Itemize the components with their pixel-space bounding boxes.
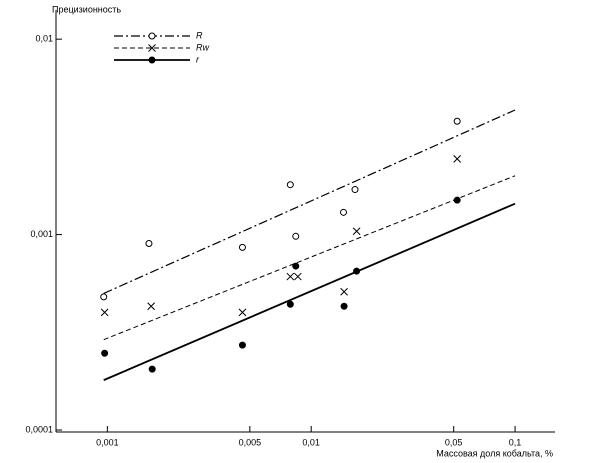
point [293, 272, 302, 281]
point [101, 349, 109, 357]
point [238, 308, 247, 317]
point [340, 287, 348, 296]
point [238, 341, 246, 349]
point [286, 181, 294, 189]
point [148, 365, 156, 373]
point [286, 300, 294, 308]
point [100, 308, 109, 317]
point [145, 240, 153, 248]
fit-line [103, 175, 516, 341]
point [352, 227, 361, 236]
legend-marker [148, 56, 156, 64]
point [292, 232, 300, 240]
point [353, 267, 361, 275]
point [238, 243, 246, 251]
x-tick-label: 0,001 [96, 437, 119, 447]
point [453, 155, 462, 163]
x-tick-label: 0,005 [239, 437, 262, 447]
x-axis-title: Массовая доля кобальта, % [436, 448, 553, 458]
point [100, 293, 108, 301]
point [292, 262, 300, 270]
point [453, 117, 461, 125]
legend-marker [148, 44, 156, 52]
point [351, 186, 359, 194]
y-tick-label: 0,01 [35, 34, 53, 44]
point [147, 302, 155, 311]
x-tick-label: 0,01 [302, 437, 320, 447]
x-tick-label: 0,05 [445, 437, 463, 447]
legend-label: R [196, 30, 203, 40]
point [340, 302, 348, 310]
legend-label: r [196, 54, 200, 64]
point [339, 208, 347, 216]
fit-line [103, 202, 516, 381]
point [286, 272, 295, 281]
x-tick-label: 0,1 [509, 437, 522, 447]
legend-marker [148, 32, 156, 40]
fit-line [103, 109, 516, 294]
y-axis-title: Прецизионность [52, 4, 121, 14]
y-tick-label: 0,001 [30, 229, 53, 239]
y-tick-label: 0,0001 [25, 424, 53, 434]
point [453, 196, 461, 204]
legend-label: Rw [196, 42, 209, 52]
